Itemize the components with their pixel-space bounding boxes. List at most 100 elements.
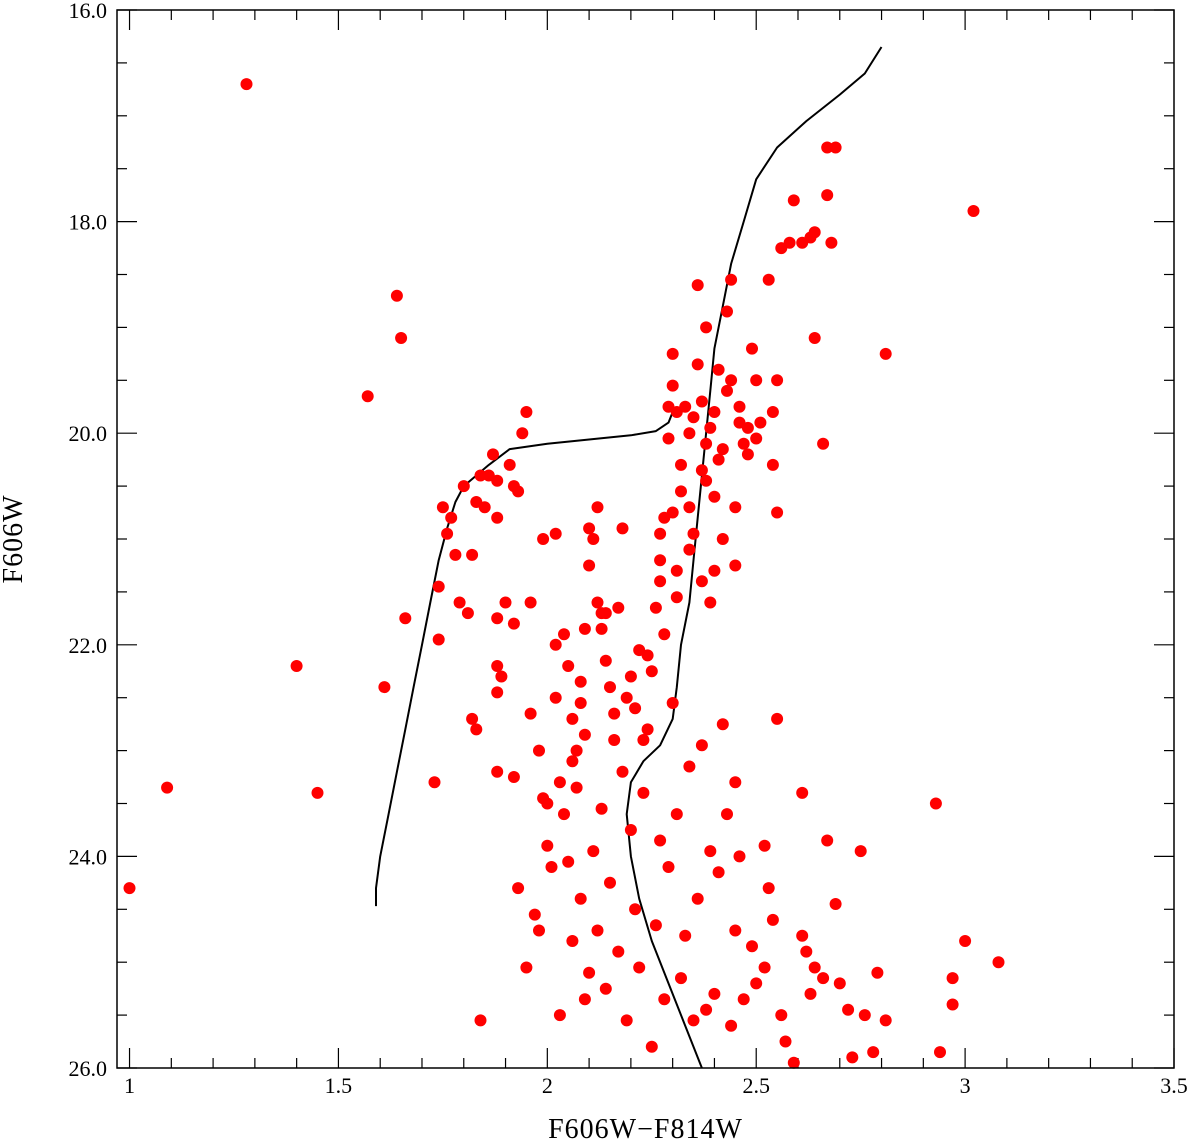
data-point: [545, 861, 558, 873]
tick-labels: 1 1.5 2 2.5 3 3.5 16.0 18.0 20.0 22.0 24.0 26.0: [69, 0, 1188, 1098]
data-point: [729, 559, 742, 572]
data-point: [854, 845, 867, 858]
data-point: [721, 305, 733, 318]
data-point: [520, 961, 533, 974]
data-point: [750, 374, 763, 387]
data-point: [708, 490, 721, 503]
data-point: [670, 591, 683, 604]
data-point: [604, 681, 616, 694]
data-point: [695, 395, 708, 408]
data-point: [604, 876, 616, 889]
data-point: [775, 1009, 788, 1022]
data-point: [629, 702, 642, 715]
data-point: [741, 421, 754, 434]
data-point: [808, 332, 821, 344]
data-point: [708, 987, 721, 1000]
data-point: [879, 1014, 892, 1027]
data-point: [574, 697, 587, 709]
data-point: [578, 993, 591, 1006]
data-point: [683, 427, 696, 440]
data-point: [771, 374, 784, 387]
y-axis-title: F606W: [0, 495, 29, 584]
x-tick-label: 2.5: [742, 1073, 770, 1098]
data-point: [691, 892, 704, 905]
data-point: [491, 660, 504, 672]
data-point: [662, 861, 675, 873]
data-point: [637, 786, 650, 799]
data-point: [712, 866, 725, 879]
data-point: [992, 956, 1005, 969]
data-point: [629, 903, 642, 916]
data-point: [733, 400, 746, 413]
data-point: [558, 808, 570, 821]
data-point: [675, 972, 687, 985]
data-point: [829, 141, 842, 154]
data-point: [771, 506, 784, 519]
data-point: [537, 792, 550, 805]
data-point: [946, 972, 959, 985]
data-point: [737, 437, 750, 450]
data-point: [666, 697, 679, 709]
data-point: [474, 469, 487, 482]
data-point: [499, 596, 512, 609]
data-point: [432, 580, 445, 593]
data-point: [708, 564, 721, 577]
data-point: [361, 390, 374, 403]
y-tick-label: 16.0: [69, 0, 108, 23]
data-point: [553, 776, 566, 789]
axis-ticks: [117, 9, 1175, 1069]
data-point: [766, 458, 779, 471]
data-point: [666, 379, 679, 392]
data-point: [833, 977, 846, 990]
data-point: [583, 522, 596, 535]
data-point: [645, 1040, 658, 1053]
data-point: [967, 205, 980, 217]
data-point: [549, 638, 562, 651]
data-point: [599, 654, 612, 667]
y-tick-label: 20.0: [69, 421, 108, 446]
data-point: [583, 559, 596, 572]
data-point: [495, 670, 508, 683]
data-point: [683, 501, 696, 514]
data-point: [533, 744, 545, 757]
data-point: [553, 1009, 566, 1022]
x-tick-label: 1.5: [325, 1073, 353, 1098]
data-point: [700, 474, 713, 487]
x-tick-label: 1: [124, 1073, 135, 1098]
data-point: [796, 786, 809, 799]
data-point: [591, 501, 604, 514]
data-point: [821, 189, 834, 202]
data-point: [721, 384, 733, 397]
data-point: [616, 765, 629, 778]
data-point: [620, 1014, 633, 1027]
data-point: [737, 993, 750, 1006]
data-point: [240, 78, 253, 91]
data-point: [934, 1046, 946, 1059]
data-point: [867, 1046, 880, 1059]
data-point: [741, 448, 754, 461]
data-point: [512, 882, 525, 895]
data-point: [608, 707, 621, 720]
data-point: [574, 892, 587, 905]
data-point: [829, 898, 842, 910]
data-point: [691, 279, 704, 292]
data-point: [399, 612, 412, 625]
data-point: [578, 728, 591, 741]
data-point: [624, 670, 637, 683]
data-point: [766, 913, 779, 926]
data-point: [796, 929, 809, 942]
data-point: [123, 882, 136, 895]
data-point: [641, 723, 654, 736]
data-point: [695, 575, 708, 588]
data-point: [491, 686, 504, 699]
data-point: [670, 564, 683, 577]
data-point: [821, 834, 834, 847]
data-point: [574, 675, 587, 688]
data-point: [879, 347, 892, 360]
data-point: [466, 548, 479, 561]
data-point: [595, 802, 608, 815]
data-point: [311, 786, 324, 799]
data-point: [537, 533, 550, 545]
data-point: [583, 966, 596, 979]
data-point: [654, 834, 667, 847]
